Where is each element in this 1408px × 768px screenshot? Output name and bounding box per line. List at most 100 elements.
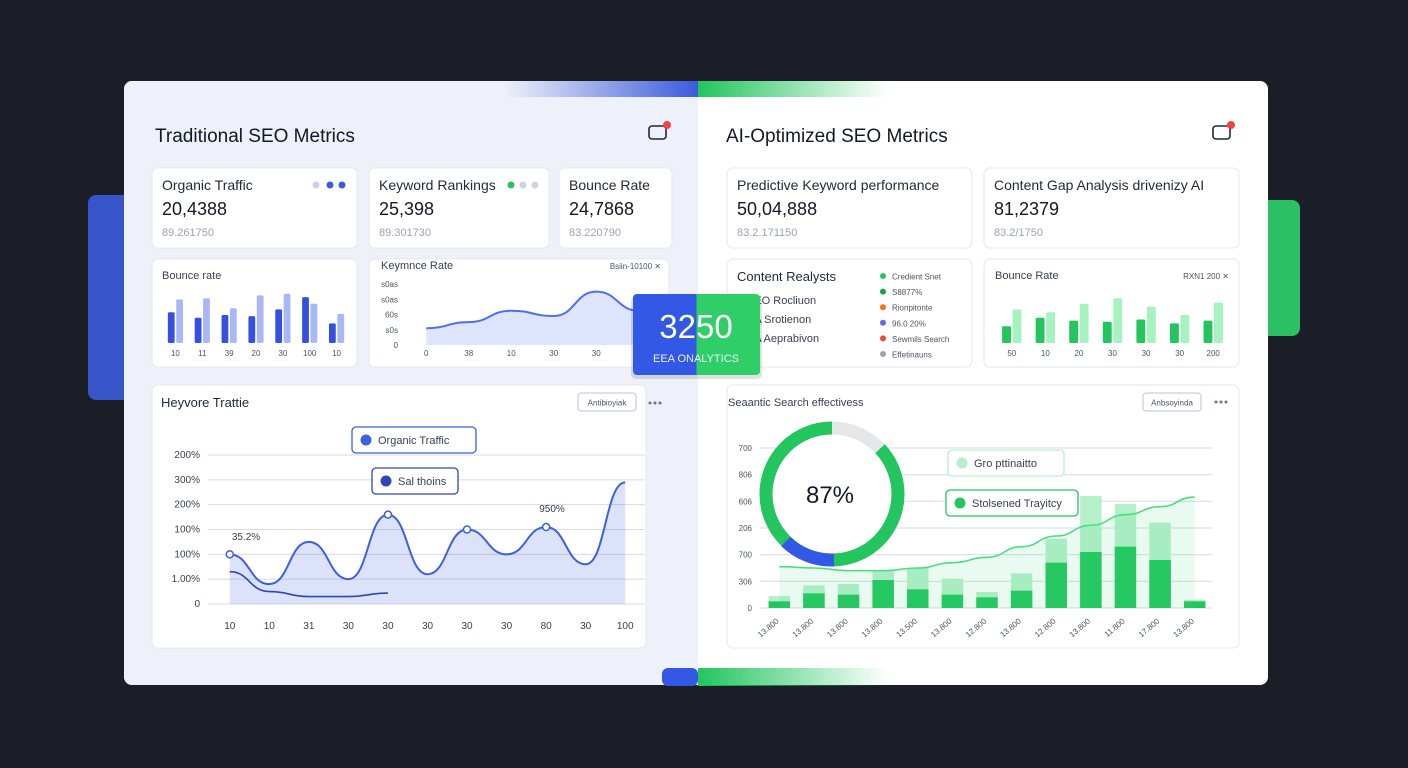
box-item: EA Srotienon xyxy=(747,314,811,326)
bar xyxy=(976,597,998,608)
bottom-accent xyxy=(662,668,698,686)
card-sub: 83.220790 xyxy=(569,227,621,239)
more-dot xyxy=(653,401,657,405)
bar xyxy=(167,312,175,343)
filter-button[interactable]: Anbsoyinda xyxy=(1142,392,1202,412)
chart-title: Keymnce Rate xyxy=(381,260,453,272)
legend-entry: Effetinauns xyxy=(892,351,932,360)
button-box xyxy=(577,392,637,412)
callout-icon xyxy=(380,475,392,487)
button-label: Anbsoyinda xyxy=(1151,399,1193,408)
legend-entry: 96.0 20% xyxy=(892,319,926,328)
x-tick-label: 30 xyxy=(1142,349,1151,358)
status-dot xyxy=(312,181,320,189)
x-tick-label: 100 xyxy=(303,349,317,358)
box-title: Content Realysts xyxy=(737,269,836,284)
x-tick-label: 30 xyxy=(1175,349,1184,358)
bar xyxy=(221,315,229,343)
bar xyxy=(1180,315,1190,343)
x-tick-label: 30 xyxy=(1108,349,1117,358)
bar xyxy=(328,323,336,343)
panel-box xyxy=(368,167,550,249)
icon-dot xyxy=(1227,121,1235,129)
bar xyxy=(837,594,860,608)
more-dot xyxy=(658,401,662,405)
panel-box xyxy=(558,167,673,249)
panel-title: Traditional SEO Metrics xyxy=(155,126,355,147)
y-tick-label: s0s xyxy=(386,326,398,335)
bar xyxy=(1035,317,1045,343)
box-item: EA Aeprabivon xyxy=(747,333,819,345)
card-sub: 89.261750 xyxy=(162,227,214,239)
bar xyxy=(256,295,264,343)
x-tick-label: 30 xyxy=(343,621,355,632)
x-tick-label: 80 xyxy=(541,621,553,632)
x-tick-label: 10 xyxy=(332,349,341,358)
bar xyxy=(1012,309,1022,343)
y-tick-label: 0 xyxy=(194,599,200,610)
y-tick-label: s0as xyxy=(381,280,398,289)
icon-dot xyxy=(663,121,671,129)
series-callout: Sal thoins xyxy=(371,467,459,495)
point-annotation: 950% xyxy=(539,504,565,515)
x-tick-label: 10 xyxy=(224,621,236,632)
bar xyxy=(941,594,964,608)
legend-entry: S8877% xyxy=(892,288,922,297)
legend-swatch xyxy=(880,319,886,326)
x-tick-label: 30 xyxy=(422,621,434,632)
line xyxy=(426,290,639,330)
bar xyxy=(229,308,237,343)
card-value: 20,4388 xyxy=(162,199,227,219)
line xyxy=(779,496,1195,572)
legend-swatch xyxy=(880,304,886,311)
more-dot xyxy=(648,401,652,405)
bar xyxy=(1010,590,1033,608)
legend-entry: Sal thoins xyxy=(398,476,447,488)
y-tick-label: 200% xyxy=(174,450,200,461)
chat-icon[interactable] xyxy=(648,121,671,140)
filter-button[interactable]: Antibioyiak xyxy=(577,392,637,412)
bar xyxy=(1046,312,1056,343)
y-tick-label: 200% xyxy=(174,500,200,511)
more-dot xyxy=(1214,400,1218,404)
y-tick-label: 60s xyxy=(385,311,398,320)
top-accent xyxy=(698,81,888,97)
status-dot xyxy=(326,181,334,189)
card-value: 81,2379 xyxy=(994,199,1059,219)
x-tick-label: 39 xyxy=(225,349,234,358)
legend-entry: Stolsened Trayitcy xyxy=(972,498,1062,510)
y-tick-label: s0as xyxy=(381,295,398,304)
y-tick-label: 206 xyxy=(739,524,753,533)
card-value: 25,398 xyxy=(379,199,434,219)
card-label: Predictive Keyword performance xyxy=(737,177,940,193)
y-tick-label: 806 xyxy=(739,471,753,480)
x-tick-label: 20 xyxy=(1074,349,1083,358)
point-marker xyxy=(462,525,472,534)
callout-box xyxy=(945,489,1079,517)
x-tick-label: 10 xyxy=(264,621,276,632)
x-tick-label: 10 xyxy=(171,349,180,358)
bar xyxy=(248,316,256,343)
x-tick-label: 30 xyxy=(461,621,473,632)
chart-title: Seaantic Search effectivess xyxy=(728,397,864,409)
y-tick-label: 1.00% xyxy=(172,574,200,585)
panel-box xyxy=(726,167,973,249)
card-value: 50,04,888 xyxy=(737,199,817,219)
bar xyxy=(275,309,283,343)
legend-entry: Sewmils Search xyxy=(892,335,949,344)
x-tick-label: 10 xyxy=(1041,349,1050,358)
donut-bg xyxy=(762,424,902,564)
bar xyxy=(1045,562,1067,608)
donut-accent xyxy=(781,536,835,567)
panel-box xyxy=(151,167,358,249)
callout-box xyxy=(947,449,1065,477)
y-tick-label: 100% xyxy=(174,549,200,560)
y-tick-label: 700 xyxy=(739,551,753,560)
top-accent xyxy=(505,81,698,97)
bar xyxy=(1203,320,1213,343)
chart-title: Bounce Rate xyxy=(995,270,1059,282)
chat-icon[interactable] xyxy=(1212,121,1235,140)
legend-swatch xyxy=(880,351,886,357)
card-label: Organic Traffic xyxy=(162,177,253,193)
status-dot xyxy=(531,181,539,189)
